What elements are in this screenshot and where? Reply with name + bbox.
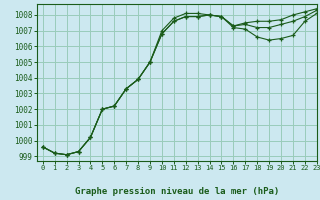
Text: Graphe pression niveau de la mer (hPa): Graphe pression niveau de la mer (hPa) xyxy=(76,187,280,196)
